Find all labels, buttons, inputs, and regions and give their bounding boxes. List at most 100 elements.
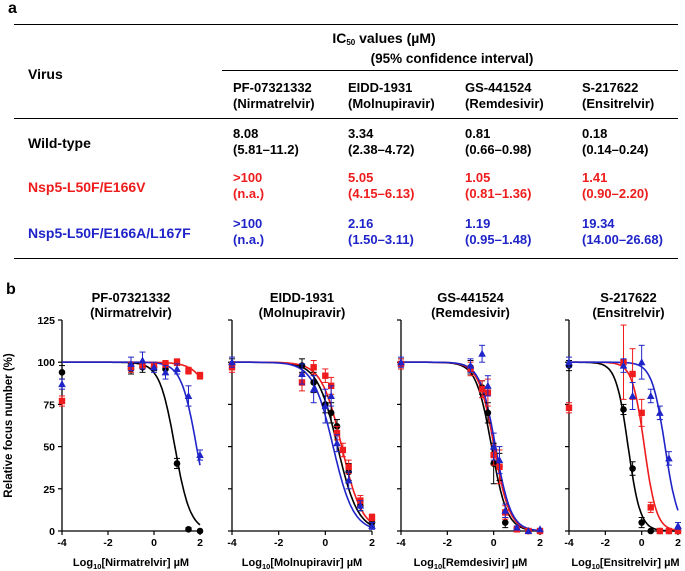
ic50-interval: (2.38–4.72) bbox=[348, 142, 415, 157]
data-point-square bbox=[656, 527, 664, 535]
data-point-circle bbox=[638, 519, 645, 526]
data-point-triangle bbox=[656, 408, 664, 416]
row-value-wild-type-gs: 0.81 (0.66–0.98) bbox=[465, 126, 532, 158]
y-tick-label: 50 bbox=[43, 442, 55, 454]
x-tick-label: -4 bbox=[564, 537, 573, 549]
data-point-triangle bbox=[565, 358, 573, 366]
drug-header-pf07321332: PF-07321332 (Nirmatrelvir) bbox=[233, 80, 315, 112]
data-point-square bbox=[185, 367, 192, 374]
drug-header-name: S-217622 bbox=[582, 80, 639, 95]
x-tick-label: 2 bbox=[197, 537, 203, 549]
data-point-triangle bbox=[674, 521, 682, 529]
data-point-triangle bbox=[646, 391, 655, 399]
fit-curve bbox=[401, 361, 541, 532]
x-tick-label: -2 bbox=[103, 537, 112, 549]
drug-header-alias: (Nirmatrelvir) bbox=[233, 96, 315, 111]
chart-subtitle: (Ensitrelvir) bbox=[592, 305, 664, 320]
ic50-interval: (0.90–2.20) bbox=[582, 186, 649, 201]
x-tick-label: -2 bbox=[274, 537, 283, 549]
data-point-square bbox=[478, 386, 486, 393]
ic50-value: 3.34 bbox=[348, 126, 374, 141]
drug-header-alias: (Molnupiravir) bbox=[348, 96, 435, 111]
data-point-triangle bbox=[309, 385, 318, 393]
ic50-value: >100 bbox=[233, 170, 263, 185]
x-axis-label: Log10[Remdesivir] µM bbox=[414, 557, 528, 571]
data-point-triangle bbox=[327, 391, 335, 399]
data-point-square bbox=[674, 527, 682, 535]
x-tick-label: -2 bbox=[443, 537, 452, 549]
y-axis-label: Relative focus number (%) bbox=[3, 353, 15, 498]
x-axis-label: Log10[Nirmatrelvir] µM bbox=[73, 557, 189, 571]
x-tick-label: 2 bbox=[369, 537, 375, 549]
ic50-header-sub: 50 bbox=[346, 38, 356, 47]
drug-header-name: PF-07321332 bbox=[233, 80, 312, 95]
data-point-triangle bbox=[127, 359, 135, 367]
ic50-value: 5.05 bbox=[348, 170, 374, 185]
data-point-triangle bbox=[196, 451, 204, 459]
data-point-circle bbox=[196, 527, 204, 535]
data-point-square bbox=[665, 527, 673, 535]
x-tick-label: -4 bbox=[57, 537, 66, 549]
y-tick-label: 75 bbox=[43, 399, 55, 411]
drug-header-alias: (Ensitrelvir) bbox=[582, 96, 655, 111]
ic50-value: 0.18 bbox=[582, 126, 608, 141]
ic50-interval: (5.81–11.2) bbox=[233, 142, 299, 157]
data-point-square bbox=[58, 397, 66, 405]
data-point-circle bbox=[484, 409, 492, 417]
fit-curve bbox=[62, 361, 201, 466]
data-point-triangle bbox=[161, 368, 170, 376]
drug-header-eidd1931: EIDD-1931 (Molnupiravir) bbox=[348, 80, 435, 112]
ic50-interval: (4.15–6.13) bbox=[348, 186, 415, 201]
data-point-triangle bbox=[628, 391, 637, 399]
fit-curve bbox=[401, 361, 541, 532]
data-point-square bbox=[629, 370, 636, 378]
row-value-wild-type-s: 0.18 (0.14–0.24) bbox=[582, 126, 649, 158]
x-tick-label: -4 bbox=[396, 537, 405, 549]
y-tick-label: 0 bbox=[49, 526, 55, 538]
data-point-square bbox=[310, 364, 317, 371]
row-value-wild-type-pf: 8.08 (5.81–11.2) bbox=[233, 126, 299, 158]
y-tick-label: 100 bbox=[37, 357, 55, 369]
data-point-square bbox=[333, 429, 341, 437]
chart-title: EIDD-1931 bbox=[270, 290, 334, 305]
panel-a-label: a bbox=[8, 0, 17, 17]
ic50-interval: (0.14–0.24) bbox=[582, 142, 649, 157]
chart-title: PF-07321332 bbox=[92, 290, 171, 305]
ic50-value: 8.08 bbox=[233, 126, 259, 141]
ic50-value: 19.34 bbox=[582, 216, 615, 231]
data-point-triangle bbox=[356, 501, 365, 509]
header-sub-rule bbox=[222, 70, 678, 71]
data-point-triangle bbox=[513, 523, 521, 531]
data-point-square bbox=[565, 404, 573, 411]
chart-3: Log10[Remdesivir] µM bbox=[397, 319, 544, 571]
ic50-value: 2.16 bbox=[348, 216, 374, 231]
header-bottom-rule bbox=[14, 118, 678, 119]
row-value-e166a-s: 19.34 (14.00–26.68) bbox=[582, 216, 663, 248]
data-point-triangle bbox=[484, 381, 492, 389]
drug-header-s217622: S-217622 (Ensitrelvir) bbox=[582, 80, 654, 112]
x-axis-label: Log10[Molnupiravir] µM bbox=[242, 557, 362, 571]
chart-subtitle: (Remdesivir) bbox=[431, 305, 510, 320]
data-point-circle bbox=[327, 409, 335, 417]
x-axis-label: Log10[Ensitrelvir] µM bbox=[571, 557, 679, 571]
data-point-triangle bbox=[536, 525, 544, 533]
data-point-triangle bbox=[321, 402, 330, 410]
drug-header-alias: (Remdesivir) bbox=[465, 96, 544, 111]
ic50-interval: (0.81–1.36) bbox=[465, 186, 532, 201]
data-point-triangle bbox=[619, 361, 628, 369]
y-tick-label: 125 bbox=[37, 315, 55, 327]
data-point-triangle bbox=[501, 506, 510, 514]
data-point-triangle bbox=[397, 358, 405, 366]
data-point-triangle bbox=[184, 391, 193, 399]
ic50-interval: (14.00–26.68) bbox=[582, 232, 663, 247]
data-point-square bbox=[647, 504, 654, 511]
chart-subtitle: (Nirmatrelvir) bbox=[90, 305, 172, 320]
data-point-square bbox=[339, 446, 347, 454]
x-tick-label: 0 bbox=[322, 537, 328, 549]
chart-4: Log10[Ensitrelvir] µM bbox=[565, 319, 682, 571]
data-point-square bbox=[322, 372, 329, 379]
data-point-square bbox=[345, 463, 352, 471]
data-point-triangle bbox=[489, 442, 498, 450]
data-point-circle bbox=[620, 406, 627, 413]
